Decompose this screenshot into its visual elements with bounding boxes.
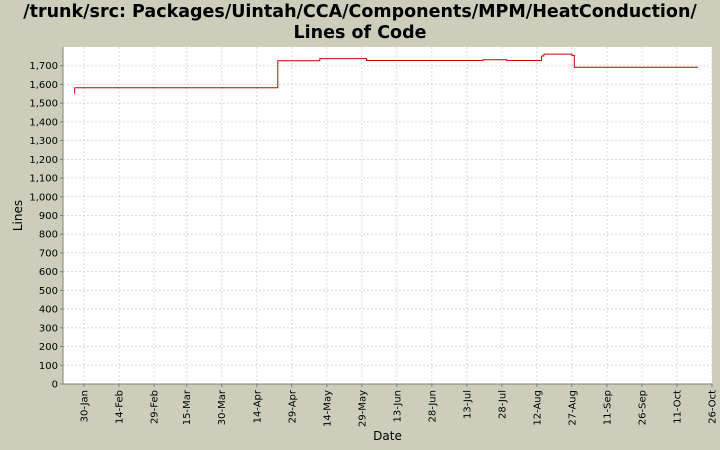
y-tick-label: 0: [52, 380, 58, 391]
y-axis-ticks: 0 100 200 300 400 500 600 700 800 900 1,000 1,100 1,…: [29, 61, 63, 391]
x-tick-label: 13-Jul: [462, 390, 473, 419]
series-line-lines-of-code: [74, 53, 698, 94]
x-tick-label: 29-Feb: [150, 390, 161, 424]
x-axis-label: Date: [373, 429, 402, 443]
x-tick-label: 14-May: [322, 390, 333, 427]
x-tick-label: 11-Sep: [602, 390, 613, 425]
x-tick-label: 26-Oct: [708, 390, 719, 424]
y-tick-label: 1,700: [29, 61, 58, 72]
chart-title-line-2: Lines of Code: [293, 23, 427, 43]
x-tick-label: 29-May: [357, 390, 368, 427]
y-tick-label: 700: [39, 248, 58, 259]
y-tick-label: 300: [39, 323, 58, 334]
y-tick-label: 1,100: [29, 174, 58, 185]
y-tick-label: 1,400: [29, 117, 58, 128]
chart-title-line-1: /trunk/src: Packages/Uintah/CCA/Componen…: [23, 2, 697, 22]
y-tick-label: 800: [39, 230, 58, 241]
y-tick-label: 100: [39, 361, 58, 372]
x-axis-ticks: 30-Jan 14-Feb 29-Feb 15-Mar 30-Mar 14-Apr 29-A…: [80, 384, 719, 427]
y-tick-label: 500: [39, 286, 58, 297]
x-tick-label: 30-Mar: [217, 389, 228, 425]
x-tick-label: 29-Apr: [287, 389, 298, 423]
y-tick-label: 600: [39, 267, 58, 278]
grid-lines: [63, 47, 713, 385]
x-tick-label: 14-Apr: [252, 389, 263, 423]
x-tick-label: 15-Mar: [182, 389, 193, 425]
x-tick-label: 28-Jul: [497, 390, 508, 419]
x-tick-label: 14-Feb: [115, 390, 126, 424]
x-tick-label: 13-Jun: [392, 390, 403, 423]
x-tick-label: 30-Jan: [80, 390, 91, 422]
y-axis-label: Lines: [11, 200, 25, 231]
x-tick-label: 12-Aug: [532, 390, 543, 426]
y-tick-label: 1,200: [29, 155, 58, 166]
y-tick-label: 1,000: [29, 192, 58, 203]
y-tick-label: 400: [39, 305, 58, 316]
y-tick-label: 1,600: [29, 80, 58, 91]
y-tick-label: 900: [39, 211, 58, 222]
y-tick-label: 1,300: [29, 136, 58, 147]
x-tick-label: 11-Oct: [672, 390, 683, 424]
x-tick-label: 27-Aug: [567, 390, 578, 426]
x-tick-label: 26-Sep: [637, 390, 648, 425]
y-tick-label: 1,500: [29, 99, 58, 110]
y-tick-label: 200: [39, 342, 58, 353]
x-tick-label: 28-Jun: [427, 390, 438, 423]
